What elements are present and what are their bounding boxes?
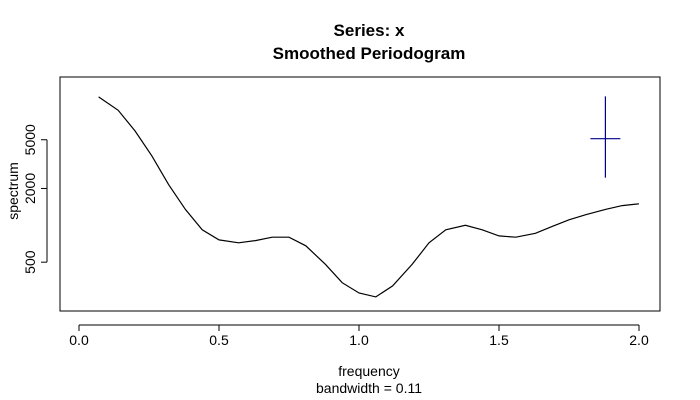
x-tick-label: 0.0 xyxy=(69,332,89,348)
chart-subtitle: Smoothed Periodogram xyxy=(273,44,466,63)
y-tick-label: 2000 xyxy=(22,173,38,204)
plot-frame xyxy=(59,76,661,312)
spectrum-line xyxy=(98,96,640,298)
bandwidth-label: bandwidth = 0.11 xyxy=(316,380,422,396)
y-axis: 500 2000 5000 xyxy=(22,124,48,274)
x-axis-label: frequency xyxy=(338,363,399,379)
y-tick-label: 500 xyxy=(22,250,38,274)
x-tick-label: 0.5 xyxy=(209,332,229,348)
x-tick-label: 1.0 xyxy=(349,332,369,348)
chart-title: Series: x xyxy=(334,21,405,40)
y-axis-label: spectrum xyxy=(5,162,21,220)
y-tick-label: 5000 xyxy=(22,124,38,155)
x-axis: 0.0 0.5 1.0 1.5 2.0 xyxy=(69,324,649,348)
x-tick-label: 1.5 xyxy=(489,332,509,348)
x-tick-label: 2.0 xyxy=(629,332,649,348)
